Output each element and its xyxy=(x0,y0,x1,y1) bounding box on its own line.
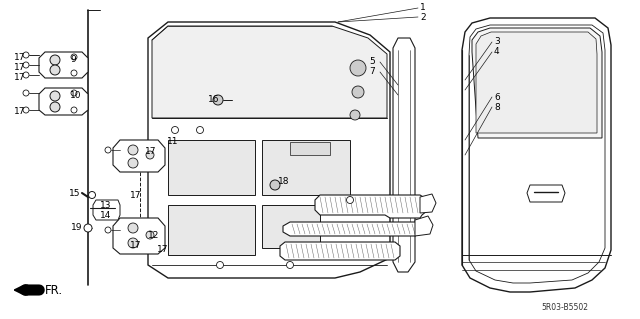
Text: 5: 5 xyxy=(369,57,375,66)
Polygon shape xyxy=(152,26,387,118)
Polygon shape xyxy=(39,52,88,78)
Polygon shape xyxy=(168,140,255,195)
Circle shape xyxy=(71,70,77,76)
Text: 14: 14 xyxy=(100,211,111,219)
Text: 17: 17 xyxy=(14,53,26,62)
Text: 2: 2 xyxy=(420,12,426,21)
Circle shape xyxy=(105,147,111,153)
Circle shape xyxy=(71,107,77,113)
Circle shape xyxy=(128,145,138,155)
Circle shape xyxy=(50,65,60,75)
Text: 1: 1 xyxy=(420,4,426,12)
Circle shape xyxy=(213,95,223,105)
Circle shape xyxy=(71,54,77,60)
Polygon shape xyxy=(148,22,390,278)
Text: 6: 6 xyxy=(494,93,500,101)
Circle shape xyxy=(50,102,60,112)
Text: 8: 8 xyxy=(494,102,500,112)
Text: FR.: FR. xyxy=(45,284,63,296)
Polygon shape xyxy=(262,140,350,195)
Polygon shape xyxy=(283,222,422,236)
Polygon shape xyxy=(262,205,320,248)
Circle shape xyxy=(84,224,92,232)
Circle shape xyxy=(50,55,60,65)
Text: 3: 3 xyxy=(494,38,500,47)
Polygon shape xyxy=(93,200,120,220)
Polygon shape xyxy=(415,216,433,236)
Circle shape xyxy=(346,197,353,204)
Circle shape xyxy=(146,151,154,159)
Circle shape xyxy=(172,127,179,133)
Polygon shape xyxy=(393,38,415,272)
Circle shape xyxy=(350,60,366,76)
Polygon shape xyxy=(280,242,400,260)
Text: 7: 7 xyxy=(369,68,375,77)
Circle shape xyxy=(128,238,138,248)
Text: 11: 11 xyxy=(167,137,179,146)
Circle shape xyxy=(128,223,138,233)
Text: 5R03-B5502: 5R03-B5502 xyxy=(541,303,589,313)
Polygon shape xyxy=(472,28,602,138)
Text: 17: 17 xyxy=(14,108,26,116)
Polygon shape xyxy=(39,88,88,115)
Text: 17: 17 xyxy=(145,147,157,157)
Text: 9: 9 xyxy=(70,56,76,64)
Text: 15: 15 xyxy=(68,189,80,197)
Polygon shape xyxy=(527,185,565,202)
Circle shape xyxy=(216,262,223,269)
Text: 12: 12 xyxy=(148,231,159,240)
Polygon shape xyxy=(168,205,255,255)
Text: 18: 18 xyxy=(278,177,289,187)
Circle shape xyxy=(146,231,154,239)
Circle shape xyxy=(23,72,29,78)
Circle shape xyxy=(350,110,360,120)
Text: 16: 16 xyxy=(208,95,220,105)
Circle shape xyxy=(352,86,364,98)
Circle shape xyxy=(270,180,280,190)
Circle shape xyxy=(128,158,138,168)
Circle shape xyxy=(23,107,29,113)
Circle shape xyxy=(88,191,95,198)
Circle shape xyxy=(105,227,111,233)
Circle shape xyxy=(23,52,29,58)
Circle shape xyxy=(196,127,204,133)
Circle shape xyxy=(71,90,77,96)
Text: 4: 4 xyxy=(494,48,500,56)
Polygon shape xyxy=(476,32,597,133)
Polygon shape xyxy=(315,195,428,218)
Polygon shape xyxy=(420,194,436,213)
Polygon shape xyxy=(462,18,611,292)
Text: 19: 19 xyxy=(70,224,82,233)
Text: 17: 17 xyxy=(14,63,26,72)
Polygon shape xyxy=(113,140,165,172)
Text: 10: 10 xyxy=(70,91,81,100)
Circle shape xyxy=(50,91,60,101)
Circle shape xyxy=(23,62,29,68)
Circle shape xyxy=(287,262,294,269)
Text: 17: 17 xyxy=(157,246,168,255)
Polygon shape xyxy=(113,218,165,254)
Polygon shape xyxy=(290,142,330,155)
Text: 13: 13 xyxy=(100,201,111,210)
Text: 17: 17 xyxy=(14,73,26,83)
Text: 17: 17 xyxy=(130,241,141,249)
Circle shape xyxy=(23,90,29,96)
Text: 17: 17 xyxy=(130,190,141,199)
